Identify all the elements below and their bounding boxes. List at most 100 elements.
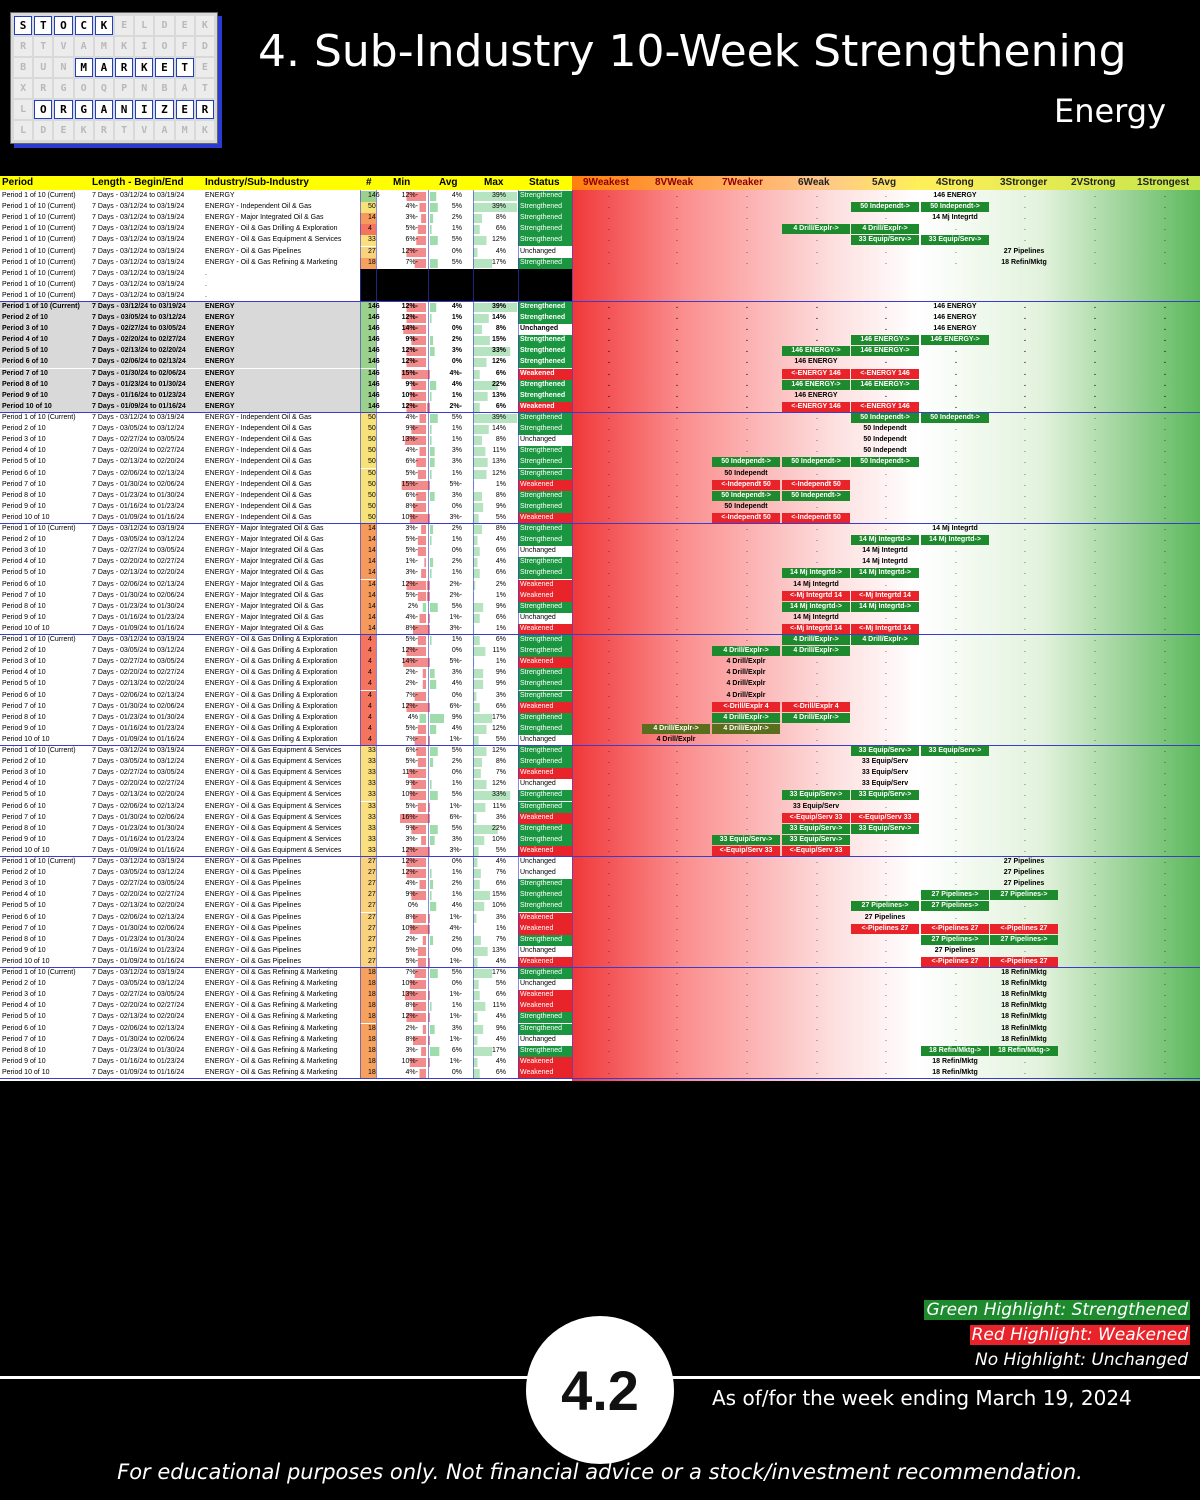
status-shade (518, 191, 572, 202)
status-shade (518, 679, 572, 690)
empty-marker: . (1164, 625, 1166, 632)
header-4strong: 4Strong (936, 177, 974, 188)
cell-status: Unchanged (520, 780, 556, 787)
strength-marker: 27 Pipelines-> (990, 935, 1058, 945)
cell-count: 33 (368, 847, 376, 854)
avg-bar (425, 625, 430, 634)
count-shade (360, 624, 376, 635)
strength-marker: 50 Independt (724, 470, 768, 477)
strength-marker: 33 Equip/Serv (861, 780, 909, 787)
max-bar (473, 547, 480, 556)
empty-marker: . (955, 547, 957, 554)
table-row: Period 5 of 10 7 Days - 02/13/24 to 02/20… (2, 1013, 1166, 1020)
empty-marker: . (746, 980, 748, 987)
max-bar (473, 403, 480, 412)
count-shade (360, 802, 376, 813)
min-bar (406, 347, 426, 356)
empty-marker: . (746, 780, 748, 787)
max-bar (473, 347, 511, 356)
cell-status: Weakened (520, 814, 554, 821)
min-bar (409, 514, 426, 523)
cell-period: Period 6 of 10 (2, 470, 46, 477)
max-bar (473, 669, 484, 678)
status-shade (518, 335, 572, 346)
min-bar (419, 614, 426, 623)
cell-period: Period 8 of 10 (2, 1047, 46, 1054)
cell-period: Period 7 of 10 (2, 703, 46, 710)
empty-marker: . (1164, 847, 1166, 854)
table-row: Period 7 of 10 7 Days - 01/30/24 to 02/06… (2, 369, 1166, 379)
empty-marker: . (1094, 858, 1096, 865)
cell-period: Period 7 of 10 (2, 481, 46, 488)
cell-count: 14 (368, 525, 376, 532)
status-shade (518, 224, 572, 235)
min-bar (413, 914, 426, 923)
avg-bar (430, 392, 432, 401)
min-bar (406, 314, 426, 323)
empty-marker: . (955, 259, 957, 266)
strength-marker: 18 Refin/Mktg (1001, 969, 1047, 976)
empty-marker: . (885, 470, 887, 477)
status-shade (518, 302, 572, 313)
empty-marker: . (746, 403, 748, 410)
cell-period: Period 10 of 10 (2, 514, 50, 521)
cell-industry: ENERGY - Oil & Gas Equipment & Services (205, 780, 342, 787)
empty-marker: . (885, 1025, 887, 1032)
table-row: Period 10 of 10 7 Days - 01/09/24 to 01/1… (2, 736, 1166, 743)
max-bar (473, 703, 480, 712)
max-bar (473, 225, 480, 234)
status-shade (518, 691, 572, 702)
empty-marker: . (1164, 436, 1166, 443)
count-shade (360, 657, 376, 668)
empty-marker: . (1024, 225, 1026, 232)
table-row: Period 4 of 10 7 Days - 02/20/24 to 02/27… (2, 780, 1166, 787)
empty-marker: . (885, 947, 887, 954)
empty-marker: . (608, 747, 610, 754)
empty-marker: . (955, 225, 957, 232)
empty-marker: . (676, 692, 678, 699)
empty-marker: . (676, 381, 678, 388)
empty-marker: . (608, 381, 610, 388)
cell-period: Period 1 of 10 (Current) (2, 636, 76, 643)
empty-marker: . (1024, 736, 1026, 743)
avg-bar (430, 381, 437, 390)
strength-marker: 50 Independt-> (851, 457, 919, 467)
empty-marker: . (955, 481, 957, 488)
status-shade (518, 668, 572, 679)
count-shade (360, 901, 376, 912)
cell-count: 18 (368, 1013, 376, 1020)
min-bar (417, 958, 426, 967)
empty-marker: . (1094, 203, 1096, 210)
cell-length: 7 Days - 01/23/24 to 01/30/24 (92, 936, 185, 943)
count-shade (360, 702, 376, 713)
strength-marker: 18 Refin/Mktg (1001, 1002, 1047, 1009)
empty-marker: . (1094, 780, 1096, 787)
status-shade (518, 313, 572, 324)
status-shade (518, 513, 572, 524)
cell-length: 7 Days - 03/12/24 to 03/19/24 (92, 414, 185, 421)
cell-status: Strengthened (520, 458, 563, 465)
strength-marker: 27 Pipelines-> (921, 901, 989, 911)
empty-marker: . (1164, 658, 1166, 665)
strength-marker: <-ENERGY 146 (851, 402, 919, 412)
empty-marker: . (608, 880, 610, 887)
min-bar (414, 736, 426, 745)
count-shade (360, 491, 376, 502)
empty-marker: . (1164, 536, 1166, 543)
count-shade (360, 313, 376, 324)
cell-industry: ENERGY - Independent Oil & Gas (205, 447, 312, 454)
max-bar (473, 503, 484, 512)
empty-marker: . (608, 392, 610, 399)
empty-marker: . (1024, 325, 1026, 332)
min-bar (417, 803, 426, 812)
cell-industry: ENERGY - Oil & Gas Equipment & Services (205, 803, 342, 810)
avg-bar (428, 736, 430, 745)
strength-marker: 14 Mj Integrtd (793, 581, 839, 588)
cell-length: 7 Days - 03/12/24 to 03/19/24 (92, 236, 185, 243)
status-shade (518, 879, 572, 890)
strength-marker: 14 Mj Integrtd (932, 214, 978, 221)
strength-marker: 14 Mj Integrtd-> (851, 602, 919, 612)
strength-marker: 146 ENERGY-> (782, 346, 850, 356)
empty-marker: . (1164, 381, 1166, 388)
empty-marker: . (608, 869, 610, 876)
